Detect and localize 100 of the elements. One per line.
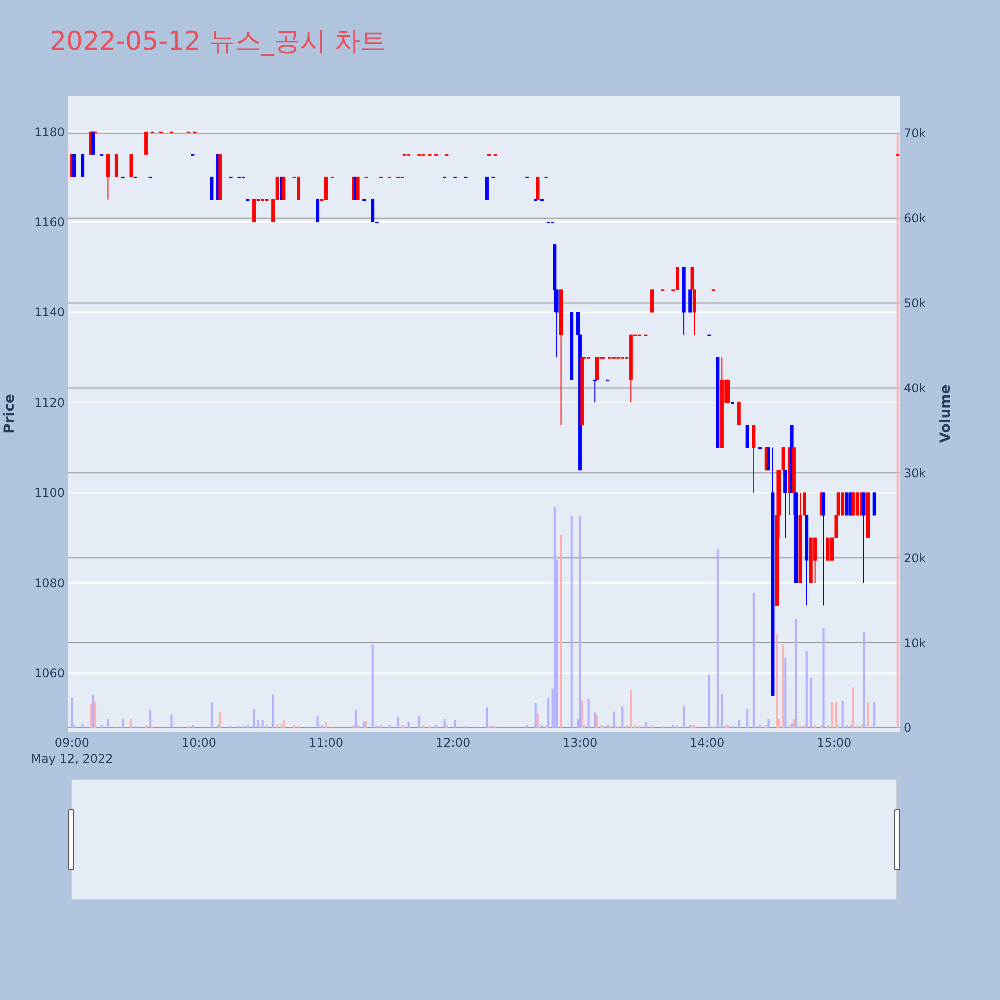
bar	[708, 675, 710, 728]
bar	[444, 720, 446, 728]
x-tick-label: 11:00	[308, 736, 344, 750]
bar	[454, 720, 456, 728]
bar	[725, 725, 728, 728]
bar	[692, 725, 694, 728]
candlestick	[720, 357, 724, 448]
bar	[716, 550, 719, 728]
bar	[145, 725, 148, 728]
bar	[738, 720, 740, 728]
y-tick-label: 1140	[34, 306, 65, 320]
y2-tick-label: 50k	[904, 296, 926, 310]
x-tick-label: 13:00	[563, 736, 598, 750]
bar	[418, 716, 420, 728]
bar	[694, 725, 696, 728]
bar	[752, 592, 755, 728]
candlestick	[106, 154, 110, 200]
bar	[276, 724, 279, 728]
bar	[672, 725, 674, 728]
bar	[570, 516, 573, 728]
bar	[526, 725, 528, 728]
bar	[728, 725, 730, 728]
bar	[852, 687, 854, 728]
bar	[352, 725, 355, 728]
bar	[71, 698, 74, 728]
bar	[170, 715, 173, 728]
bar	[579, 516, 582, 728]
bar	[622, 706, 624, 728]
y2-tick-label: 70k	[904, 126, 926, 141]
candlestick	[814, 538, 818, 584]
bar	[357, 725, 360, 728]
x-tick-label: 15:00	[817, 736, 852, 750]
bar	[581, 700, 584, 728]
bar	[253, 709, 256, 728]
bar	[560, 535, 562, 728]
bar	[594, 712, 596, 728]
bar	[316, 716, 319, 728]
bar	[814, 725, 816, 728]
bar	[896, 133, 899, 728]
bar	[548, 698, 550, 728]
bar	[822, 628, 825, 728]
bar	[210, 702, 213, 728]
bar	[793, 720, 796, 728]
bar	[588, 699, 590, 728]
bar	[92, 694, 94, 728]
bar	[634, 725, 636, 728]
bar	[644, 722, 647, 728]
bar	[784, 658, 787, 728]
bar	[800, 725, 802, 728]
candlestick	[553, 244, 557, 314]
bar	[863, 632, 866, 728]
bar	[683, 706, 686, 728]
bar	[795, 619, 798, 728]
bar	[768, 720, 770, 728]
bar	[746, 709, 749, 728]
bar	[446, 725, 448, 728]
candlestick	[798, 492, 802, 584]
bar	[600, 725, 602, 728]
bar	[408, 722, 410, 728]
candlestick	[771, 447, 775, 696]
bar	[676, 725, 679, 728]
bar	[366, 721, 368, 728]
candlestick	[682, 267, 686, 336]
candlestick	[629, 334, 633, 404]
bar	[435, 725, 438, 728]
bar	[810, 678, 812, 728]
bar	[759, 725, 762, 728]
bar	[630, 690, 632, 728]
bar	[541, 725, 544, 728]
y-tick-label: 1160	[34, 216, 65, 230]
y2-tick-label: 60k	[904, 212, 926, 226]
bar	[258, 720, 260, 728]
bar	[266, 725, 268, 728]
bar	[219, 712, 222, 728]
bar	[856, 725, 859, 728]
bar	[782, 644, 785, 728]
bar	[820, 725, 823, 728]
bar	[613, 712, 616, 728]
bar	[422, 725, 425, 728]
y2-tick-label: 0	[904, 721, 912, 736]
bar	[272, 694, 274, 728]
bar	[846, 725, 848, 728]
bar	[122, 720, 124, 728]
bar	[788, 725, 791, 728]
bar	[372, 644, 374, 728]
bar	[835, 702, 838, 728]
bar	[217, 725, 220, 728]
y2-tick-label: 30k	[904, 466, 926, 480]
bar	[874, 702, 876, 728]
bar	[354, 710, 357, 728]
candlestick	[752, 425, 756, 494]
bar	[651, 725, 654, 728]
x-tick-label: 09:00 May 12, 2022	[31, 736, 114, 766]
bar	[536, 714, 539, 728]
y2-tick-label: 40k	[904, 381, 926, 396]
bar	[94, 702, 97, 728]
bar	[246, 725, 249, 728]
bar	[397, 716, 400, 728]
bar	[791, 724, 794, 728]
bar	[842, 700, 844, 728]
